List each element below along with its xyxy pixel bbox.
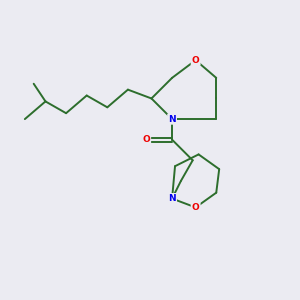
Text: O: O [192, 56, 200, 65]
Text: N: N [168, 115, 176, 124]
Text: O: O [192, 203, 200, 212]
Text: N: N [168, 194, 176, 203]
Text: O: O [142, 135, 150, 144]
